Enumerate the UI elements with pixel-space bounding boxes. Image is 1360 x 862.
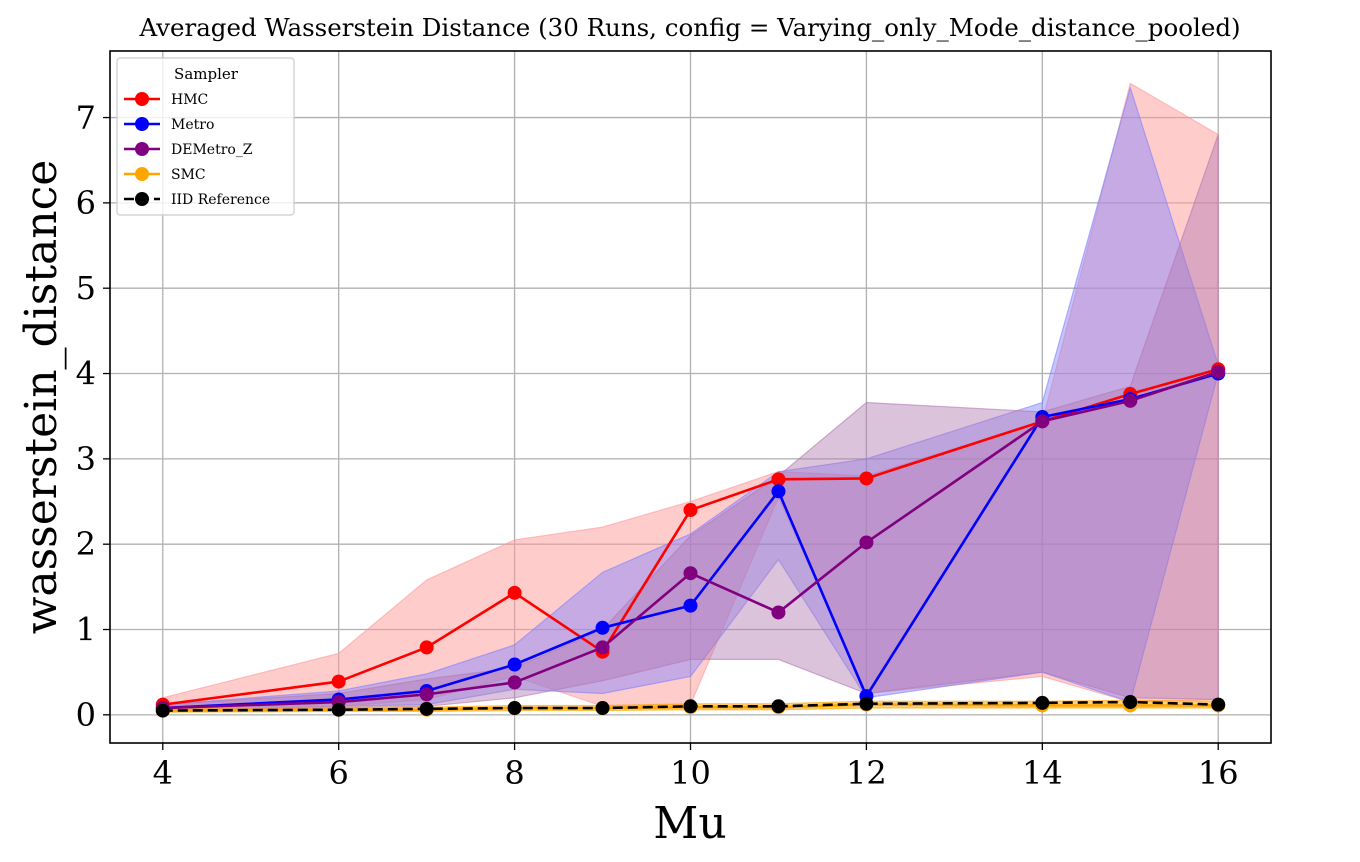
x-tick-label: 12 <box>846 754 887 792</box>
point-iid-reference <box>771 699 786 714</box>
point-demetro-z <box>507 675 522 690</box>
x-tick-label: 4 <box>153 754 173 792</box>
y-tick-label: 1 <box>76 611 96 649</box>
point-iid-reference <box>331 702 346 717</box>
point-demetro-z <box>771 605 786 620</box>
point-hmc <box>331 674 346 689</box>
point-metro <box>507 657 522 672</box>
point-iid-reference <box>507 701 522 716</box>
y-tick-label: 6 <box>76 184 96 222</box>
x-axis-label: Mu <box>653 798 726 849</box>
point-hmc <box>859 471 874 486</box>
legend-marker-iid-reference <box>135 192 149 206</box>
legend-label-demetro-z: DEMetro_Z <box>171 142 253 158</box>
point-demetro-z <box>1123 393 1138 408</box>
point-metro <box>683 598 698 613</box>
point-demetro-z <box>595 640 610 655</box>
point-demetro-z <box>1035 414 1050 429</box>
point-demetro-z <box>859 535 874 550</box>
point-iid-reference <box>155 703 170 718</box>
y-tick-label: 3 <box>76 440 96 478</box>
y-tick-label: 2 <box>76 525 96 563</box>
x-tick-label: 16 <box>1198 754 1239 792</box>
y-ticks: 0 1 2 3 4 5 6 7 <box>76 99 110 734</box>
legend: Sampler HMC Metro DEMetro_Z SMC IID Referenc… <box>116 57 295 216</box>
legend-marker-smc <box>135 167 149 181</box>
point-hmc <box>507 585 522 600</box>
point-metro <box>595 620 610 635</box>
point-metro <box>771 484 786 499</box>
point-demetro-z <box>1211 364 1226 379</box>
legend-marker-hmc <box>135 92 149 106</box>
y-tick-label: 7 <box>76 99 96 137</box>
point-iid-reference <box>595 701 610 716</box>
y-tick-label: 0 <box>76 696 96 734</box>
legend-box <box>116 57 295 216</box>
legend-label-hmc: HMC <box>171 92 208 108</box>
point-demetro-z <box>683 566 698 581</box>
point-iid-reference <box>1211 697 1226 712</box>
y-axis-label: wasserstein_distance <box>16 160 67 635</box>
point-iid-reference <box>1035 695 1050 710</box>
point-hmc <box>419 640 434 655</box>
x-tick-label: 14 <box>1022 754 1063 792</box>
y-tick-label: 5 <box>76 269 96 307</box>
legend-marker-metro <box>135 117 149 131</box>
series-points <box>155 362 1226 718</box>
point-iid-reference <box>859 696 874 711</box>
x-tick-label: 8 <box>504 754 524 792</box>
point-iid-reference <box>683 699 698 714</box>
legend-items: HMC Metro DEMetro_Z SMC IID Reference <box>124 92 270 208</box>
legend-title: Sampler <box>174 65 239 83</box>
y-tick-label: 4 <box>76 355 96 393</box>
point-iid-reference <box>1123 695 1138 710</box>
x-tick-label: 10 <box>670 754 711 792</box>
point-hmc <box>683 503 698 518</box>
legend-label-smc: SMC <box>171 167 206 183</box>
legend-marker-demetro-z <box>135 142 149 156</box>
x-ticks: 4 6 8 10 12 14 16 <box>153 743 1239 792</box>
legend-label-iid-reference: IID Reference <box>171 192 270 208</box>
legend-label-metro: Metro <box>171 117 214 133</box>
point-hmc <box>771 472 786 487</box>
x-tick-label: 6 <box>329 754 349 792</box>
point-demetro-z <box>419 687 434 702</box>
point-iid-reference <box>419 701 434 716</box>
chart-title: Averaged Wasserstein Distance (30 Runs, … <box>138 13 1240 42</box>
